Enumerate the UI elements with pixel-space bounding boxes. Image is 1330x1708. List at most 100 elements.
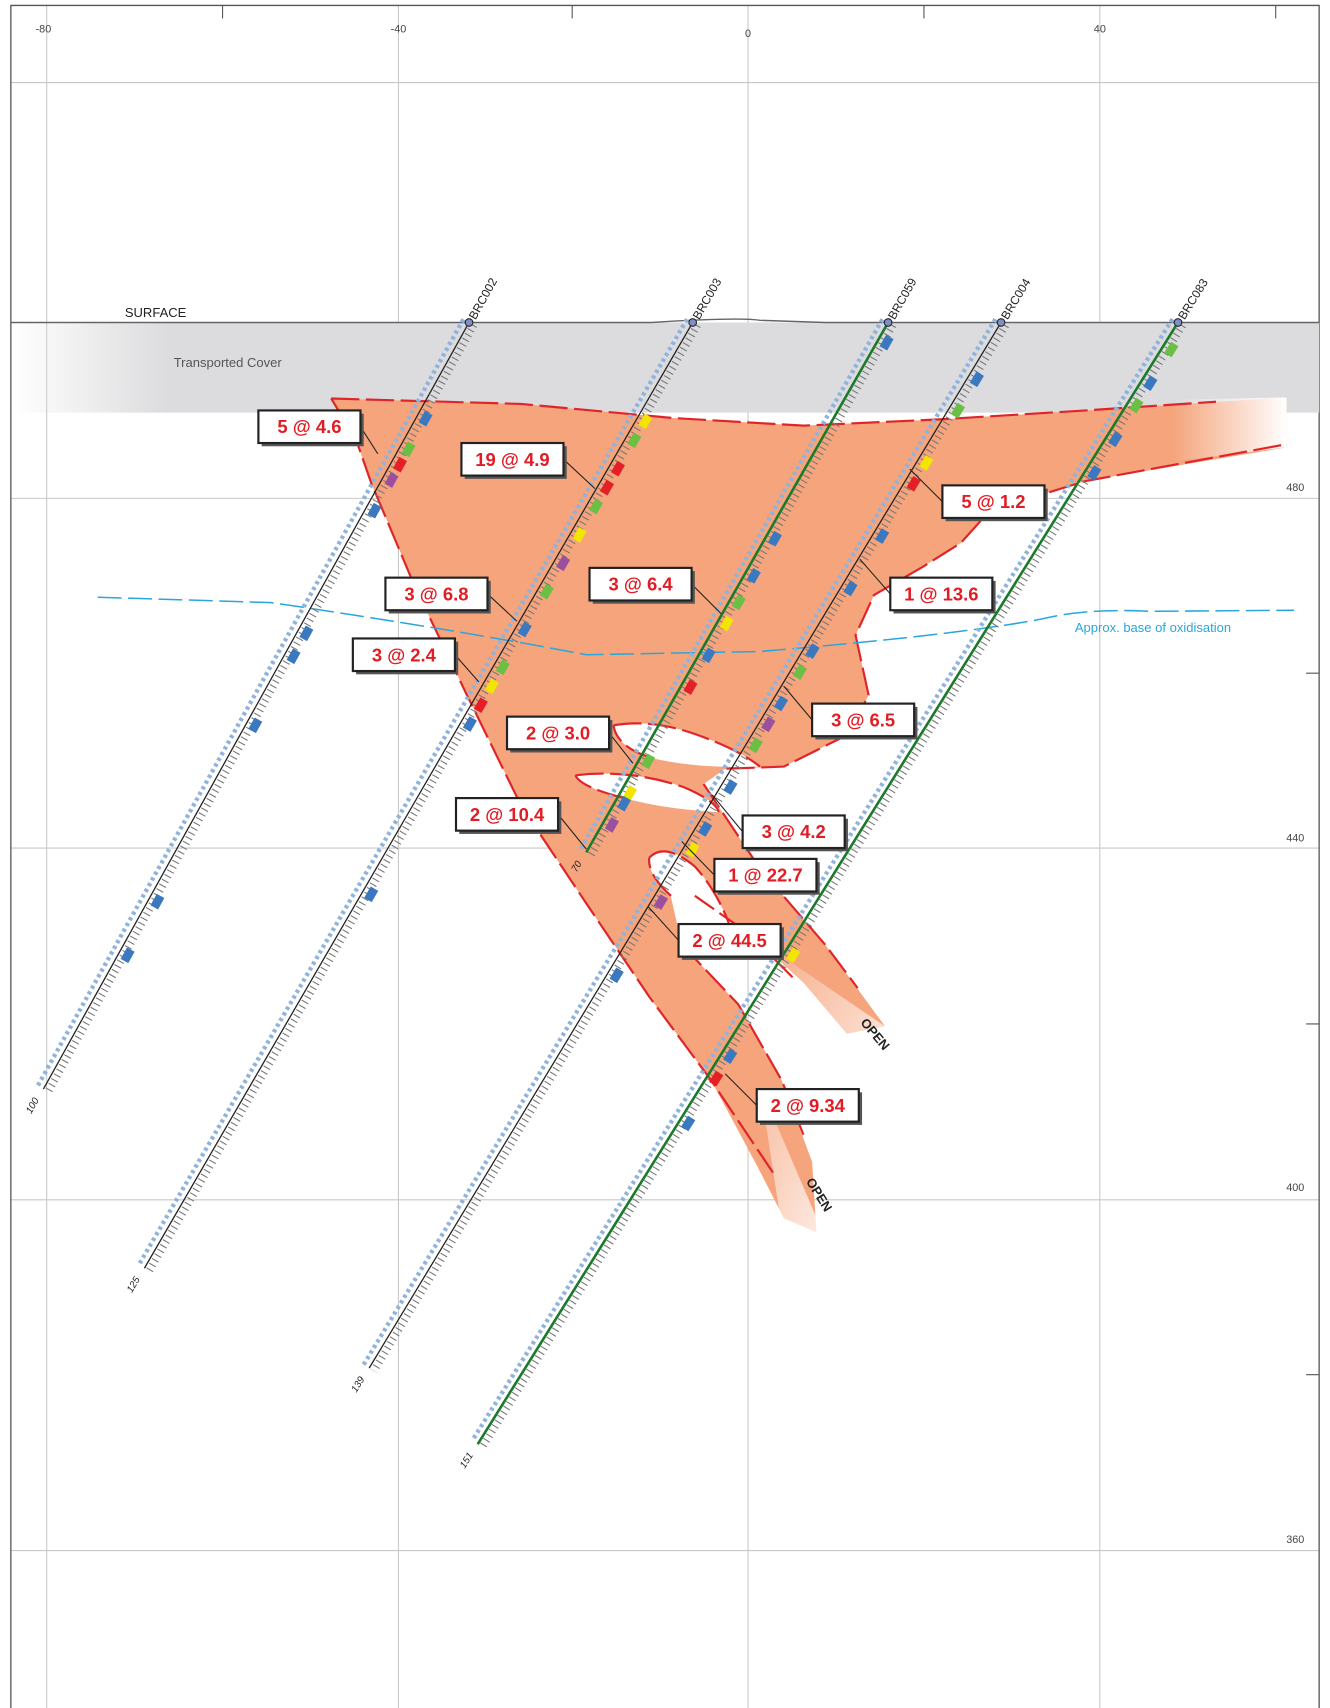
sample-block bbox=[1087, 465, 1102, 481]
intercept: 3 @ 6.4 bbox=[588, 566, 722, 614]
sample-block bbox=[767, 530, 782, 547]
sample-block bbox=[786, 947, 801, 964]
leader bbox=[859, 558, 891, 595]
intercept-box bbox=[505, 715, 611, 751]
ore-body bbox=[330, 397, 1287, 1238]
y-label: 440 bbox=[1286, 833, 1304, 845]
collar bbox=[883, 318, 893, 327]
intercept: 3 @ 2.4 bbox=[351, 637, 480, 683]
intercept: 1 @ 13.6 bbox=[859, 558, 996, 614]
hole-trace bbox=[476, 321, 1180, 1445]
sample-block bbox=[683, 679, 698, 695]
sample-block bbox=[723, 779, 738, 795]
intercept: 5 @ 1.2 bbox=[909, 468, 1048, 522]
hole-depth: 151 bbox=[458, 1451, 476, 1471]
leader bbox=[608, 732, 634, 764]
hole-samples bbox=[35, 318, 466, 1087]
ore-fade bbox=[749, 933, 885, 1238]
open-label: OPEN bbox=[858, 1015, 893, 1053]
collar bbox=[996, 318, 1006, 327]
intercept-box bbox=[889, 576, 994, 612]
sample-block bbox=[364, 886, 379, 903]
intercept-box bbox=[677, 922, 782, 958]
intercept-box bbox=[755, 1087, 860, 1123]
intercept-label: 5 @ 4.6 bbox=[277, 416, 341, 437]
sample-block bbox=[701, 647, 716, 664]
intercept-label: 2 @ 9.34 bbox=[771, 1095, 846, 1116]
leader bbox=[783, 685, 813, 721]
intercept-label: 3 @ 6.8 bbox=[404, 583, 468, 604]
sample-block bbox=[150, 893, 165, 910]
sample-block bbox=[723, 1048, 738, 1064]
hole-name: BRC002 bbox=[466, 275, 500, 322]
frame bbox=[10, 4, 1320, 1708]
surface-line bbox=[10, 318, 1320, 324]
hole-ticks bbox=[587, 323, 897, 857]
intercept-box bbox=[384, 576, 489, 612]
sample-block bbox=[641, 753, 656, 770]
lens-outline bbox=[574, 722, 761, 926]
sample-block bbox=[367, 502, 382, 519]
intercept-box bbox=[713, 857, 818, 893]
sample-block bbox=[731, 594, 746, 611]
sample-block bbox=[384, 472, 399, 488]
leader bbox=[454, 654, 480, 683]
sample-block bbox=[627, 432, 642, 449]
intercept-label: 3 @ 2.4 bbox=[372, 644, 437, 665]
transported-cover bbox=[10, 322, 1320, 413]
sample-block bbox=[653, 894, 669, 910]
sample-block bbox=[1108, 431, 1123, 448]
sample-block bbox=[248, 717, 263, 734]
sample-block bbox=[638, 413, 653, 430]
intercept-box bbox=[460, 441, 565, 477]
sample-block bbox=[610, 460, 625, 477]
hole-samples bbox=[470, 317, 1175, 1442]
intercept-label: 1 @ 22.7 bbox=[728, 865, 802, 886]
sample-block bbox=[286, 648, 301, 665]
ore-zone bbox=[331, 397, 1287, 1233]
sample-block bbox=[874, 528, 890, 544]
intercept-label: 5 @ 1.2 bbox=[961, 491, 1025, 512]
sample-block bbox=[1164, 341, 1179, 358]
y-label: 480 bbox=[1286, 482, 1304, 494]
sample-block bbox=[919, 455, 934, 471]
sample-block bbox=[401, 441, 416, 458]
sample-block bbox=[698, 821, 713, 837]
sample-block bbox=[617, 795, 632, 812]
intercept-label: 2 @ 3.0 bbox=[526, 722, 590, 743]
leader bbox=[724, 1073, 758, 1106]
frame-ticks bbox=[222, 5, 1320, 1376]
leader bbox=[487, 593, 518, 622]
sample-block bbox=[685, 841, 700, 858]
intercept: 2 @ 44.5 bbox=[647, 906, 784, 960]
leader bbox=[691, 583, 722, 614]
y-label: 400 bbox=[1286, 1182, 1304, 1194]
intercept-box bbox=[741, 814, 846, 850]
sample-block bbox=[681, 1115, 696, 1132]
sample-block bbox=[719, 615, 734, 632]
sample-block bbox=[761, 716, 776, 733]
intercept: 3 @ 4.2 bbox=[711, 794, 848, 852]
surface-label: SURFACE bbox=[125, 305, 187, 320]
sample-block bbox=[120, 947, 135, 964]
intercept-box bbox=[257, 409, 362, 445]
sample-block bbox=[299, 625, 314, 642]
sample-block bbox=[950, 402, 965, 419]
sample-block bbox=[773, 695, 789, 712]
sample-block bbox=[906, 476, 921, 492]
intercept-label: 3 @ 4.2 bbox=[762, 821, 826, 842]
sample-block bbox=[1129, 397, 1144, 414]
sample-block bbox=[484, 678, 499, 695]
intercept-box bbox=[454, 796, 560, 832]
oxidation-label: Approx. base of oxidisation bbox=[1075, 620, 1231, 635]
intercept: 2 @ 3.0 bbox=[505, 715, 634, 764]
x-label: -40 bbox=[391, 24, 407, 36]
cover-label: Transported Cover bbox=[174, 355, 283, 370]
sample-block bbox=[604, 817, 619, 833]
intercept-box bbox=[941, 484, 1046, 520]
sample-block bbox=[623, 785, 638, 801]
sample-block bbox=[792, 664, 808, 680]
intercept: 3 @ 6.5 bbox=[783, 685, 918, 740]
